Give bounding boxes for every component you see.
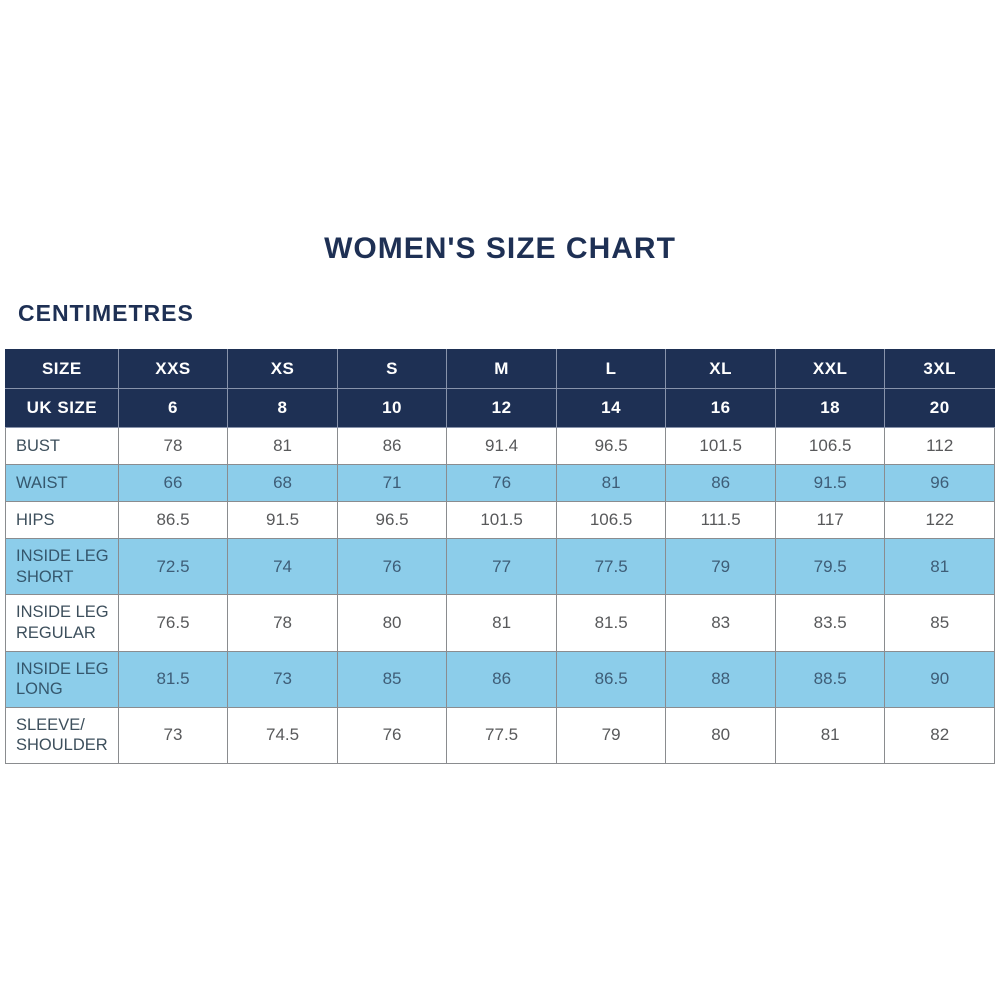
- value-cell: 79: [665, 537, 776, 596]
- value-cell: 85: [336, 650, 448, 708]
- header-cell: XL: [665, 349, 776, 389]
- header-cell: XXS: [117, 349, 229, 389]
- header-row-label: SIZE: [5, 349, 119, 389]
- value-cell: 86: [446, 650, 557, 708]
- value-cell: 80: [665, 706, 776, 765]
- value-cell: 81.5: [117, 650, 229, 708]
- value-cell: 74: [227, 537, 338, 596]
- value-cell: 81.5: [555, 594, 667, 652]
- header-cell: 10: [336, 388, 448, 428]
- value-cell: 91.5: [227, 501, 338, 539]
- value-cell: 91.4: [446, 427, 557, 465]
- header-cell: 3XL: [884, 349, 995, 389]
- value-cell: 81: [555, 464, 667, 502]
- header-cell: 8: [227, 388, 338, 428]
- header-cell: 20: [884, 388, 995, 428]
- header-cell: XXL: [774, 349, 886, 389]
- value-cell: 81: [446, 594, 557, 652]
- value-cell: 77: [446, 537, 557, 596]
- value-cell: 117: [774, 501, 886, 539]
- value-cell: 73: [227, 650, 338, 708]
- header-cell: 12: [446, 388, 557, 428]
- value-cell: 96.5: [336, 501, 448, 539]
- value-cell: 111.5: [665, 501, 776, 539]
- row-label: SLEEVE/ SHOULDER: [5, 706, 119, 765]
- value-cell: 96: [884, 464, 995, 502]
- value-cell: 106.5: [774, 427, 886, 465]
- value-cell: 72.5: [117, 537, 229, 596]
- value-cell: 85: [884, 594, 995, 652]
- value-cell: 79: [555, 706, 667, 765]
- value-cell: 66: [117, 464, 229, 502]
- value-cell: 76.5: [117, 594, 229, 652]
- row-label: BUST: [5, 427, 119, 465]
- value-cell: 82: [884, 706, 995, 765]
- value-cell: 81: [884, 537, 995, 596]
- size-table-header: SIZE XXS XS S M L XL XXL 3XL UK SIZE 6 8 10 12 14 16 18 2…: [5, 349, 995, 428]
- measurement-row: INSIDE LEG LONG 81.5 73 85 86 86.5 88 88.5 90: [5, 650, 995, 708]
- value-cell: 83: [665, 594, 776, 652]
- row-label: HIPS: [5, 501, 119, 539]
- value-cell: 88.5: [774, 650, 886, 708]
- value-cell: 112: [884, 427, 995, 465]
- value-cell: 71: [336, 464, 448, 502]
- value-cell: 68: [227, 464, 338, 502]
- row-label: INSIDE LEG LONG: [5, 650, 119, 708]
- header-cell: 6: [117, 388, 229, 428]
- value-cell: 101.5: [665, 427, 776, 465]
- value-cell: 76: [446, 464, 557, 502]
- page-title: WOMEN'S SIZE CHART: [324, 232, 676, 265]
- header-cell: M: [446, 349, 557, 389]
- header-row-size: SIZE XXS XS S M L XL XXL 3XL: [5, 349, 995, 389]
- value-cell: 79.5: [774, 537, 886, 596]
- value-cell: 96.5: [555, 427, 667, 465]
- header-row-uk-size: UK SIZE 6 8 10 12 14 16 18 20: [5, 388, 995, 428]
- measurement-row: WAIST 66 68 71 76 81 86 91.5 96: [5, 464, 995, 502]
- value-cell: 78: [227, 594, 338, 652]
- header-cell: XS: [227, 349, 338, 389]
- value-cell: 86.5: [117, 501, 229, 539]
- value-cell: 86.5: [555, 650, 667, 708]
- size-chart-container: SIZE XXS XS S M L XL XXL 3XL UK SIZE 6 8 10 12 14 16 18 2…: [5, 349, 995, 765]
- header-cell: L: [555, 349, 667, 389]
- measurement-row: BUST 78 81 86 91.4 96.5 101.5 106.5 112: [5, 427, 995, 465]
- row-label: INSIDE LEG SHORT: [5, 537, 119, 596]
- value-cell: 90: [884, 650, 995, 708]
- header-cell: S: [336, 349, 448, 389]
- value-cell: 122: [884, 501, 995, 539]
- size-table: SIZE XXS XS S M L XL XXL 3XL UK SIZE 6 8 10 12 14 16 18 2…: [5, 349, 995, 765]
- value-cell: 86: [336, 427, 448, 465]
- value-cell: 81: [227, 427, 338, 465]
- value-cell: 76: [336, 706, 448, 765]
- value-cell: 77.5: [446, 706, 557, 765]
- row-label: WAIST: [5, 464, 119, 502]
- value-cell: 88: [665, 650, 776, 708]
- value-cell: 74.5: [227, 706, 338, 765]
- value-cell: 101.5: [446, 501, 557, 539]
- header-cell: 16: [665, 388, 776, 428]
- value-cell: 81: [774, 706, 886, 765]
- measurement-row: INSIDE LEG SHORT 72.5 74 76 77 77.5 79 79.5 81: [5, 537, 995, 596]
- measurement-row: HIPS 86.5 91.5 96.5 101.5 106.5 111.5 117 122: [5, 501, 995, 539]
- header-row-label: UK SIZE: [5, 388, 119, 428]
- size-table-body: BUST 78 81 86 91.4 96.5 101.5 106.5 112 WAIST 66 68…: [5, 427, 995, 765]
- value-cell: 91.5: [774, 464, 886, 502]
- value-cell: 76: [336, 537, 448, 596]
- value-cell: 80: [336, 594, 448, 652]
- measurement-row: INSIDE LEG REGULAR 76.5 78 80 81 81.5 83 83.5 85: [5, 594, 995, 652]
- header-cell: 18: [774, 388, 886, 428]
- value-cell: 73: [117, 706, 229, 765]
- measurement-row: SLEEVE/ SHOULDER 73 74.5 76 77.5 79 80 81 82: [5, 706, 995, 765]
- value-cell: 83.5: [774, 594, 886, 652]
- value-cell: 106.5: [555, 501, 667, 539]
- value-cell: 86: [665, 464, 776, 502]
- header-cell: 14: [555, 388, 667, 428]
- value-cell: 77.5: [555, 537, 667, 596]
- units-label: CENTIMETRES: [18, 300, 194, 326]
- value-cell: 78: [117, 427, 229, 465]
- row-label: INSIDE LEG REGULAR: [5, 594, 119, 652]
